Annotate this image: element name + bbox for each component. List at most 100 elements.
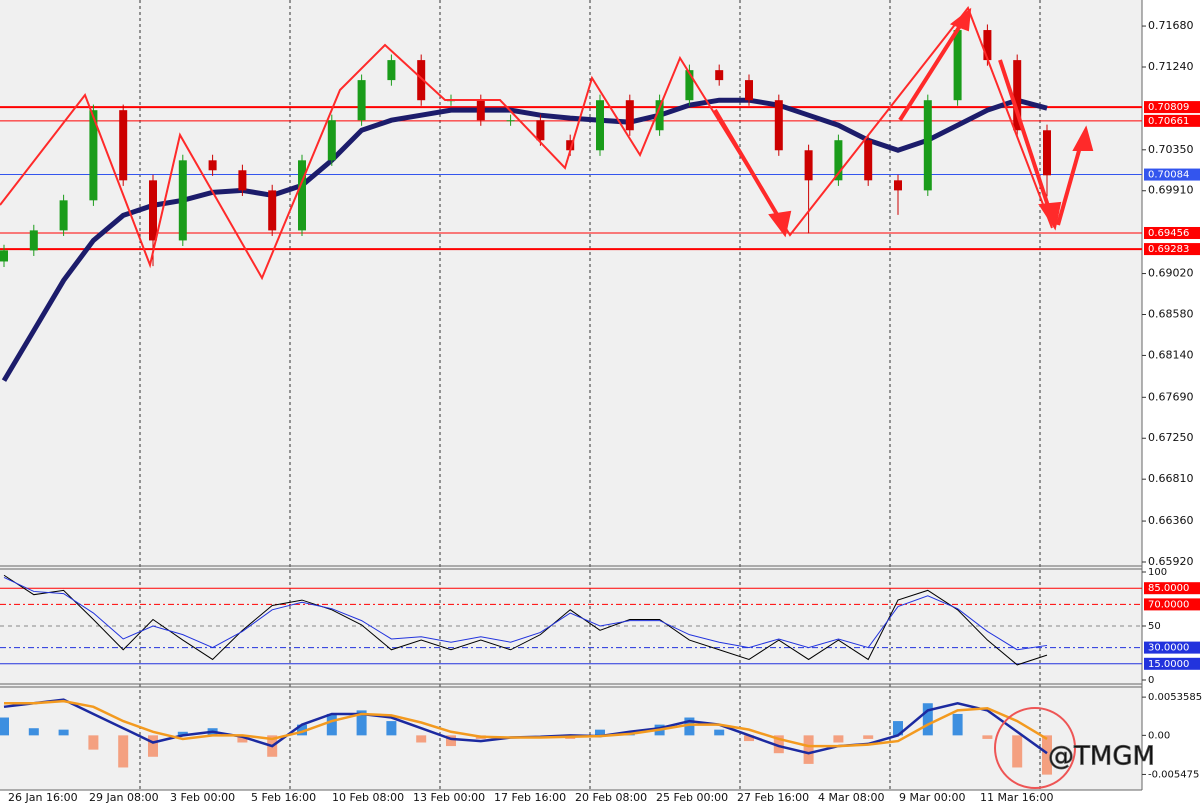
level-box — [1144, 114, 1200, 127]
candle-body — [149, 180, 157, 241]
candle-body — [238, 170, 247, 191]
histogram-bar — [744, 735, 754, 742]
y-tick-label: 0.66810 — [1148, 472, 1194, 485]
y-tick-label: 0.69020 — [1148, 267, 1194, 280]
histogram-bar — [833, 735, 844, 743]
indicator-line — [4, 699, 1048, 748]
candle-body — [119, 110, 128, 181]
candle-body — [655, 100, 664, 131]
candle-body — [59, 200, 68, 231]
histogram-bar — [416, 735, 427, 743]
level-label: 0.70661 — [1148, 116, 1189, 127]
candle-body — [864, 140, 873, 181]
indicator-line — [1, 97, 1048, 382]
y-tick-label: 0.67250 — [1148, 431, 1194, 444]
histogram-bar — [237, 735, 248, 743]
candle-body — [1013, 60, 1022, 131]
zigzag-annotation — [0, 5, 1094, 281]
level-label: 85.0000 — [1148, 583, 1189, 594]
highlight-circle — [994, 707, 1076, 789]
histogram-bar — [0, 717, 9, 736]
histogram-bar — [684, 717, 695, 736]
x-tick-label: 10 Feb 08:00 — [332, 791, 404, 804]
x-tick-label: 27 Feb 16:00 — [737, 791, 809, 804]
histogram-bar — [893, 721, 903, 736]
level-label: 0.70809 — [1148, 102, 1189, 113]
x-tick-label: 5 Feb 16:00 — [251, 791, 316, 804]
candle-body — [685, 70, 694, 101]
candle-body — [536, 120, 545, 141]
y-tick-label: 0.0053585 — [1148, 692, 1202, 703]
candle-body — [268, 190, 277, 231]
histogram-bar — [1042, 735, 1052, 775]
candle-body — [1043, 130, 1051, 176]
histogram-bar — [88, 735, 99, 750]
candle-body — [387, 60, 396, 81]
x-tick-label: 26 Jan 16:00 — [8, 791, 78, 804]
histogram-bar — [58, 729, 69, 736]
indicator-line — [3, 576, 1048, 651]
level-label: 0.69456 — [1148, 228, 1189, 239]
histogram-bar — [863, 735, 874, 739]
panel-borders — [0, 0, 1143, 791]
level-box — [1144, 101, 1200, 114]
histogram-bar — [118, 735, 129, 768]
level-box — [1144, 226, 1200, 239]
x-tick-label: 25 Feb 00:00 — [656, 791, 728, 804]
indicator-line — [3, 574, 1048, 666]
candle-body — [894, 180, 902, 191]
x-tick-label: 3 Feb 00:00 — [170, 791, 235, 804]
candle-body — [834, 140, 843, 181]
y-tick-label: 0 — [1148, 675, 1154, 686]
histogram-bar — [297, 724, 307, 736]
x-tick-label: 11 Mar 16:00 — [980, 791, 1053, 804]
candle-body — [0, 250, 8, 262]
histogram-bar — [177, 731, 188, 736]
level-label: 0.70084 — [1148, 170, 1189, 181]
level-label: 30.0000 — [1148, 643, 1189, 654]
candle-body — [476, 100, 485, 121]
y-tick-label: 100 — [1148, 567, 1167, 578]
candle-body — [506, 120, 515, 122]
histogram-bar — [356, 710, 367, 736]
histogram-bar — [982, 735, 993, 739]
histogram-bar — [922, 703, 933, 736]
y-tick-label: -0.005475 — [1148, 769, 1199, 780]
y-tick-label: 0.68140 — [1148, 348, 1194, 361]
candle-body — [178, 160, 187, 241]
candle-body — [625, 100, 634, 131]
y-tick-label: 50 — [1148, 621, 1161, 632]
candle-body — [774, 100, 783, 151]
histogram-bar — [148, 735, 158, 757]
x-tick-label: 9 Mar 00:00 — [899, 791, 965, 804]
histogram-bar — [386, 721, 397, 736]
candle-body — [953, 30, 962, 101]
candle-body — [29, 230, 38, 251]
histogram-bar — [952, 713, 963, 736]
level-box — [1144, 641, 1200, 654]
y-tick-label: 0.67690 — [1148, 390, 1194, 403]
histogram-bar — [773, 735, 784, 754]
histogram-bar — [326, 713, 337, 736]
y-tick-label: 0.68580 — [1148, 307, 1194, 320]
histogram-bar — [595, 729, 605, 736]
level-box — [1144, 243, 1200, 256]
watermark: @TMGM — [1048, 742, 1155, 772]
y-tick-label: 0.69910 — [1148, 184, 1194, 197]
histogram-bar — [714, 729, 725, 736]
candle-body — [804, 150, 813, 181]
y-tick-label: 0.70350 — [1148, 143, 1194, 156]
y-tick-label: 0.71240 — [1148, 60, 1194, 73]
candle-body — [89, 110, 98, 201]
candle-body — [596, 100, 604, 151]
candle-body — [417, 60, 426, 101]
x-tick-label: 4 Mar 08:00 — [818, 791, 884, 804]
histogram-bar — [446, 735, 456, 747]
x-tick-label: 20 Feb 08:00 — [575, 791, 647, 804]
level-box — [1144, 598, 1200, 611]
level-box — [1144, 582, 1200, 595]
candle-body — [357, 80, 366, 121]
level-box — [1144, 657, 1200, 670]
x-tick-label: 13 Feb 00:00 — [413, 791, 485, 804]
